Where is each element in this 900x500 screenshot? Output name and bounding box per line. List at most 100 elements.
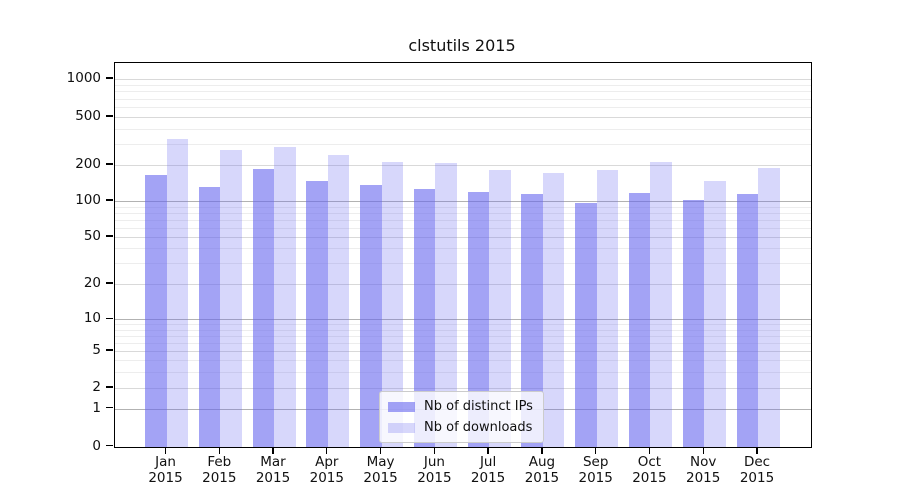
chart-title: clstutils 2015: [408, 36, 516, 55]
x-tick-year: 2015: [363, 469, 398, 486]
x-tick-mark-may: [379, 447, 382, 455]
bar-ips-mar: [252, 168, 274, 447]
x-tick-mark-dec: [756, 447, 758, 455]
y-tick-mark-0: [106, 444, 113, 447]
gridline-50: [115, 237, 811, 238]
legend-item-distinct-ips: Nb of distinct IPs: [388, 399, 533, 414]
bar-downloads-jun: [435, 162, 457, 447]
bar-ips-may: [360, 184, 382, 447]
y-tick-label-10: 10: [83, 310, 101, 327]
x-tick-year: 2015: [148, 469, 183, 486]
bar-downloads-aug: [542, 172, 565, 447]
y-tick-mark-5: [106, 349, 113, 351]
x-tick-mark-jul: [487, 447, 489, 455]
gridline-8: [115, 329, 811, 331]
legend-swatch-downloads: [388, 422, 415, 433]
x-tick-mark-aug: [541, 447, 543, 455]
gridline-20: [115, 284, 811, 285]
bar-downloads-jul: [489, 169, 511, 447]
x-tick-month: Dec: [743, 454, 771, 470]
x-tick-year: 2015: [309, 469, 344, 486]
gridline-70: [115, 219, 811, 221]
x-tick-label-mar: Mar 2015: [233, 454, 313, 486]
gridline-5: [115, 351, 811, 352]
legend-label-downloads: Nb of downloads: [424, 420, 533, 435]
x-tick-month: Aug: [528, 454, 556, 470]
bar-downloads-oct: [650, 161, 672, 447]
bar-ips-apr: [306, 181, 328, 447]
bar-downloads-dec: [758, 167, 780, 447]
y-tick-label-1: 1: [92, 399, 101, 416]
x-tick-mark-jun: [433, 447, 436, 455]
y-tick-label-2: 2: [92, 379, 101, 395]
x-tick-year: 2015: [686, 469, 721, 486]
legend: Nb of distinct IPs Nb of downloads: [379, 391, 544, 443]
y-tick-label-20: 20: [83, 275, 101, 291]
gridline-30: [115, 263, 811, 265]
bar-ips-dec: [736, 193, 758, 447]
x-tick-year: 2015: [255, 469, 291, 486]
gridline-3: [115, 371, 811, 373]
y-tick-mark-1: [106, 406, 113, 409]
x-tick-label-jan: Jan 2015: [126, 454, 206, 486]
x-tick-month: Nov: [690, 454, 717, 470]
x-tick-label-dec: Dec 2015: [717, 454, 797, 486]
x-tick-year: 2015: [202, 469, 237, 486]
x-tick-month: Oct: [637, 454, 662, 470]
bar-downloads-feb: [220, 149, 242, 447]
gridline-4: [115, 360, 811, 361]
x-tick-label-apr: Apr 2015: [287, 454, 367, 486]
gridline-300: [115, 143, 811, 145]
y-tick-label-200: 200: [75, 156, 101, 172]
bar-downloads-mar: [274, 146, 296, 447]
x-tick-year: 2015: [632, 469, 667, 486]
bar-ips-jan: [145, 175, 167, 447]
x-tick-month: Jan: [155, 454, 176, 470]
y-tick-mark-1000: [106, 77, 113, 79]
bar-ips-feb: [198, 186, 221, 447]
bar-downloads-may: [381, 162, 404, 447]
x-tick-mark-feb: [218, 447, 220, 455]
x-tick-label-may: May 2015: [341, 454, 421, 486]
x-tick-mark-oct: [648, 447, 651, 455]
x-tick-year: 2015: [578, 469, 613, 486]
x-tick-label-oct: Oct 2015: [609, 454, 689, 486]
bar-downloads-apr: [327, 155, 350, 447]
x-tick-month: Apr: [315, 454, 339, 470]
y-tick-label-5: 5: [92, 342, 101, 358]
x-tick-mark-apr: [326, 447, 328, 455]
gridline-600: [115, 107, 811, 108]
y-tick-mark-10: [106, 317, 113, 319]
gridline-90: [115, 206, 811, 208]
bar-ips-sep: [575, 202, 597, 447]
x-tick-month: May: [366, 454, 395, 470]
y-tick-label-500: 500: [75, 108, 101, 124]
x-tick-year: 2015: [524, 469, 560, 486]
bar-downloads-nov: [704, 181, 726, 447]
y-tick-mark-200: [106, 163, 113, 165]
bar-ips-jun: [413, 189, 436, 447]
y-tick-mark-100: [106, 199, 113, 201]
x-tick-month: Sep: [582, 454, 609, 470]
y-tick-label-100: 100: [75, 192, 101, 208]
x-tick-label-nov: Nov 2015: [663, 454, 743, 486]
y-tick-label-0: 0: [92, 437, 101, 454]
gridline-2: [115, 388, 811, 389]
gridline-700: [115, 98, 811, 100]
x-tick-label-aug: Aug 2015: [502, 454, 582, 486]
gridline-40: [115, 248, 811, 250]
gridline-900: [115, 84, 811, 86]
gridline-7: [115, 335, 811, 337]
x-tick-year: 2015: [417, 469, 452, 486]
x-tick-month: Jun: [423, 454, 445, 470]
plot-area: Nb of distinct IPs Nb of downloads: [114, 62, 812, 448]
x-tick-mark-mar: [272, 447, 274, 455]
y-tick-label-50: 50: [83, 228, 101, 244]
gridline-200: [115, 165, 811, 166]
bar-ips-aug: [521, 194, 543, 447]
gridline-80: [115, 212, 811, 214]
bar-ips-oct: [628, 192, 651, 447]
x-tick-month: Feb: [207, 454, 232, 470]
x-tick-mark-nov: [702, 447, 704, 455]
